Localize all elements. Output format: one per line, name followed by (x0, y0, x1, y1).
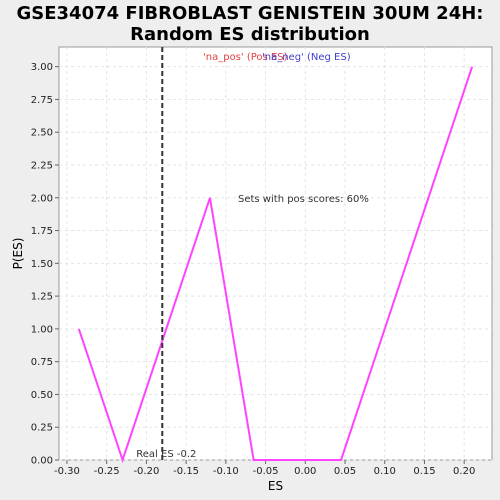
y-tick-label: 2.75 (31, 95, 53, 106)
y-tick-label: 0.25 (31, 423, 53, 434)
x-tick-label: 0.15 (413, 466, 435, 477)
x-tick-label: -0.20 (133, 466, 159, 477)
x-tick-label: 0.05 (334, 466, 356, 477)
pos-score-annotation: Sets with pos scores: 60% (238, 194, 369, 205)
y-tick-label: 1.75 (31, 226, 53, 237)
y-tick-label: 0.75 (31, 357, 53, 368)
legend-pos-es: 'na_pos' (Pos ES) (203, 52, 288, 63)
chart-subtitle: Random ES distribution (130, 24, 370, 45)
legend-neg-es: 'na_neg' (Neg ES) (262, 52, 351, 63)
x-tick-label: -0.15 (173, 466, 199, 477)
y-tick-label: 2.25 (31, 161, 53, 172)
y-tick-label: 0.50 (31, 390, 53, 401)
y-tick-label: 1.25 (31, 292, 53, 303)
y-tick-label: 1.50 (31, 259, 53, 270)
x-axis-label: ES (268, 479, 283, 493)
x-axis-ticks: -0.30 -0.25 -0.20 -0.15 -0.10 -0.05 0.00 0.05 0.… (54, 460, 475, 477)
x-tick-label: 0.20 (453, 466, 475, 477)
grid-lines (59, 47, 492, 461)
x-tick-label: -0.30 (54, 466, 80, 477)
y-tick-label: 3.00 (31, 62, 53, 73)
x-tick-label: -0.10 (213, 466, 239, 477)
y-tick-label: 2.50 (31, 128, 53, 139)
series-line (77, 66, 474, 464)
x-tick-label: 0.00 (294, 466, 316, 477)
y-axis-label: P(ES) (11, 238, 25, 270)
real-es-label: Real ES -0.2 (136, 449, 196, 460)
x-tick-label: 0.10 (374, 466, 396, 477)
y-tick-label: 1.00 (31, 324, 53, 335)
x-tick-label: -0.05 (253, 466, 279, 477)
y-tick-label: 2.00 (31, 193, 53, 204)
y-axis-ticks: 0.00 0.25 0.50 0.75 1.00 1.25 1.50 1.75 2.00 2.25… (31, 62, 59, 467)
plot-background (58, 46, 493, 461)
x-tick-label: -0.25 (94, 466, 120, 477)
y-tick-label: 0.00 (31, 456, 53, 467)
chart-title: GSE34074 FIBROBLAST GENISTEIN 30UM 24H: (16, 3, 484, 24)
